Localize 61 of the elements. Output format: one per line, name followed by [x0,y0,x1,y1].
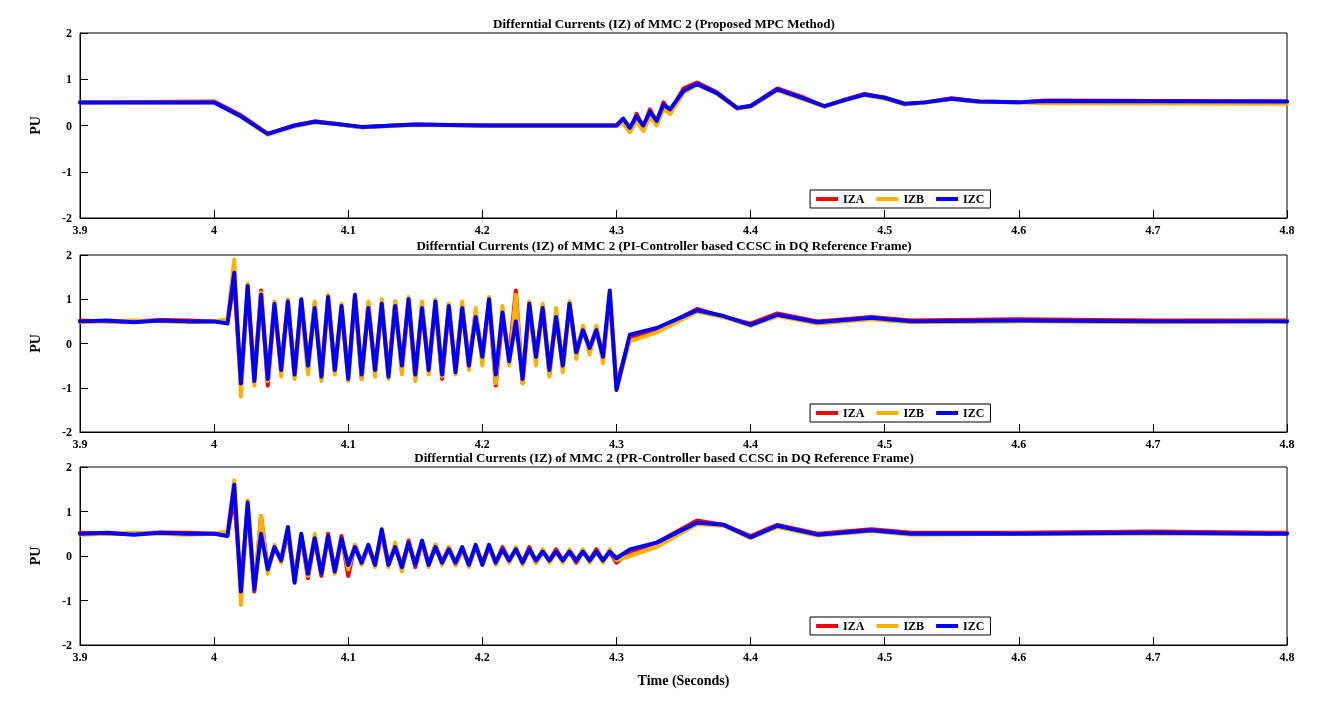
x-tick-label: 4.7 [1145,437,1161,451]
x-tick-label: 4.3 [608,437,624,451]
legend-label: IZA [843,619,865,633]
x-tick-label: 4.8 [1279,650,1295,664]
x-tick-label: 4 [211,650,218,664]
x-tick-label: 3.9 [72,437,88,451]
y-tick-label: -1 [62,164,72,179]
legend-label: IZB [903,192,925,206]
chart-title: Differntial Currents (IZ) of MMC 2 (PR-Controller based CCSC in DQ Reference Frame) [414,450,914,465]
y-tick-label: -1 [62,380,72,395]
x-tick-label: 4.4 [743,650,759,664]
legend-label: IZC [963,406,985,420]
x-tick-label: 4.6 [1011,437,1027,451]
x-tick-label: 4.3 [608,650,624,664]
y-tick-label: -2 [62,211,72,225]
x-tick-label: 4.1 [340,223,356,237]
y-tick-label: 0 [66,118,72,133]
x-tick-label: 4.4 [743,437,759,451]
x-tick-label: 4.1 [340,437,356,451]
x-tick-label: 3.9 [72,650,88,664]
y-tick-label: 1 [66,504,72,519]
y-tick-label: -2 [62,638,72,652]
x-tick-label: 4.1 [340,650,356,664]
y-tick-label: 0 [66,336,72,351]
y-tick-label: -1 [62,593,72,608]
x-tick-label: 3.9 [72,223,88,237]
y-tick-label: 2 [66,460,72,474]
y-tick-label: 1 [66,72,72,87]
x-tick-label: 4.7 [1145,650,1161,664]
x-tick-label: 4.7 [1145,223,1161,237]
legend-label: IZB [903,619,925,633]
x-tick-label: 4 [211,223,218,237]
legend-label: IZC [963,192,985,206]
y-axis-title: PU [27,546,43,566]
x-tick-label: 4.2 [474,650,490,664]
legend-label: IZA [843,192,865,206]
x-tick-label: 4.8 [1279,437,1295,451]
x-tick-label: 4 [211,437,218,451]
legend-label: IZA [843,406,865,420]
x-tick-label: 4.8 [1279,223,1295,237]
x-axis-title: Time (Seconds) [637,672,730,689]
x-tick-label: 4.5 [877,650,893,664]
y-tick-label: 2 [66,26,72,40]
y-tick-label: -2 [62,425,72,439]
chart-title: Differntial Currents (IZ) of MMC 2 (PI-Controller based CCSC in DQ Reference Frame) [416,238,912,253]
y-tick-label: 2 [66,248,72,262]
y-axis-title: PU [27,334,43,353]
chart-title: Differntial Currents (IZ) of MMC 2 (Proposed MPC Method) [493,16,835,31]
x-tick-label: 4.2 [474,223,490,237]
x-tick-label: 4.2 [474,437,490,451]
legend-label: IZC [963,619,985,633]
x-tick-label: 4.4 [743,223,759,237]
x-tick-label: 4.6 [1011,650,1027,664]
y-tick-label: 1 [66,292,72,307]
y-tick-label: 0 [66,549,72,563]
x-tick-label: 4.5 [877,437,893,451]
x-tick-label: 4.3 [608,223,624,237]
legend-label: IZB [903,406,925,420]
y-axis-title: PU [27,116,43,135]
x-tick-label: 4.5 [877,223,893,237]
x-tick-label: 4.6 [1011,223,1027,237]
